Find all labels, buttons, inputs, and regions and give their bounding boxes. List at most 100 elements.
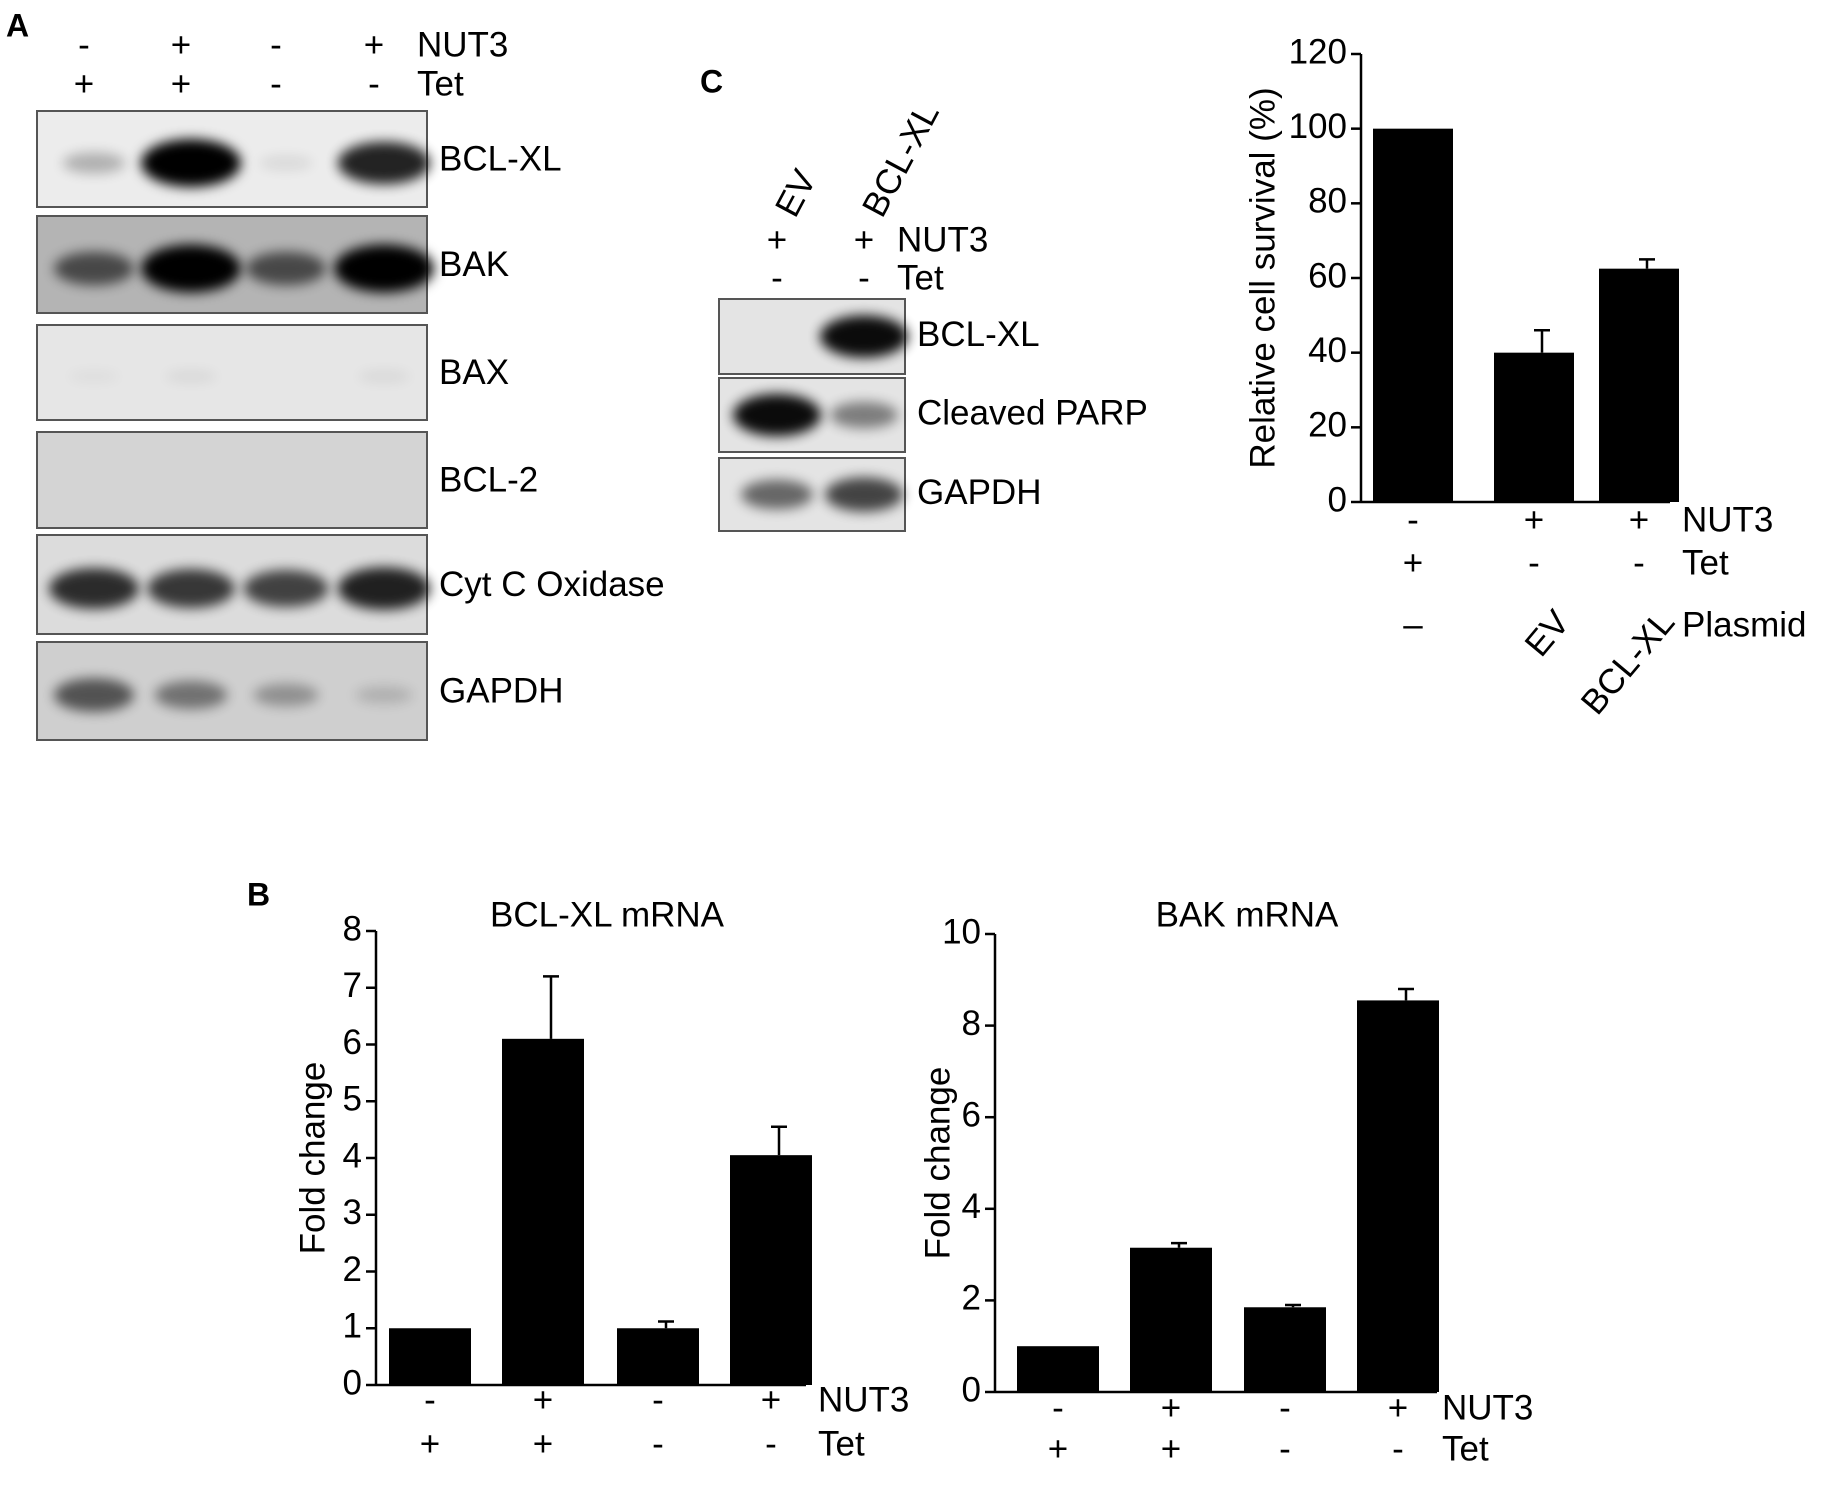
y-axis-label: Fold change: [293, 1062, 332, 1255]
condition-name: NUT3: [1682, 500, 1773, 539]
blot-band: [243, 569, 329, 608]
bar: [1373, 128, 1453, 502]
condition-label: +: [1629, 500, 1649, 539]
blot-band: [825, 477, 903, 512]
row-label: Tet: [417, 64, 464, 103]
lane-sign: -: [771, 258, 783, 297]
condition-label: -: [765, 1424, 777, 1463]
lane-sign: +: [364, 25, 384, 64]
band-label: BAX: [439, 353, 509, 392]
condition-label: -: [1279, 1429, 1291, 1468]
condition-label: +: [1403, 543, 1423, 582]
band-label: Cyt C Oxidase: [439, 565, 665, 604]
blot-band: [141, 244, 241, 293]
bar: [502, 1038, 584, 1385]
bar: [1357, 1000, 1439, 1392]
bar: [1017, 1346, 1099, 1392]
condition-label: +: [533, 1424, 553, 1463]
blot-band: [334, 244, 434, 293]
condition-label: BCL-XL: [1574, 603, 1683, 722]
y-tick-label: 8: [962, 1004, 981, 1043]
condition-label: -: [652, 1380, 664, 1419]
lane-sign: -: [270, 25, 282, 64]
condition-label: +: [420, 1424, 440, 1463]
blot-band: [154, 680, 228, 710]
condition-label: -: [1528, 543, 1540, 582]
condition-label: +: [1524, 500, 1544, 539]
error-bar: [543, 975, 559, 1039]
lane-sign: -: [270, 64, 282, 103]
blot-band: [337, 567, 431, 610]
row-label: NUT3: [417, 25, 508, 64]
y-tick-label: 8: [343, 909, 362, 948]
blot-band: [147, 569, 235, 608]
lane-sign: -: [368, 64, 380, 103]
blot-box: [36, 324, 428, 421]
condition-label: +: [533, 1380, 553, 1419]
lane-label: EV: [768, 163, 825, 223]
band-label: BCL-XL: [439, 139, 562, 178]
condition-name: NUT3: [818, 1380, 909, 1419]
y-tick-label: 0: [1328, 480, 1347, 519]
chart-title: BAK mRNA: [1156, 895, 1339, 934]
chart-title: BCL-XL mRNA: [490, 895, 725, 934]
bar: [1599, 268, 1679, 502]
lane-label: BCL-XL: [855, 97, 947, 224]
blot-band: [830, 401, 898, 429]
blot-band: [357, 369, 411, 384]
condition-label: -: [1052, 1388, 1064, 1427]
condition-label: -: [1407, 500, 1419, 539]
blot-band: [253, 683, 319, 707]
blot-band: [733, 393, 821, 437]
blot-band: [355, 686, 413, 704]
lane-sign: -: [858, 258, 870, 297]
blot-band: [820, 315, 908, 358]
band-label: BCL-2: [439, 460, 538, 499]
y-tick-label: 10: [942, 912, 981, 951]
panel-letter: A: [6, 7, 29, 43]
lane-sign: +: [171, 25, 191, 64]
blot-band: [246, 251, 326, 286]
lane-sign: -: [78, 25, 90, 64]
error-bar: [1639, 258, 1655, 269]
condition-label: -: [1279, 1388, 1291, 1427]
condition-name: Plasmid: [1682, 605, 1806, 644]
blot-band: [49, 568, 139, 609]
panel-letter: B: [247, 876, 270, 912]
band-label: BAK: [439, 245, 509, 284]
y-tick-label: 20: [1308, 406, 1347, 445]
band-label: BCL-XL: [917, 315, 1040, 354]
y-tick-label: 120: [1289, 32, 1347, 71]
y-axis-label: Relative cell survival (%): [1243, 87, 1282, 468]
error-bar: [1285, 1303, 1301, 1308]
condition-label: EV: [1517, 603, 1577, 664]
condition-label: +: [761, 1380, 781, 1419]
row-label: NUT3: [897, 220, 988, 259]
y-tick-label: 40: [1308, 331, 1347, 370]
condition-label: -: [424, 1380, 436, 1419]
condition-label: -: [1392, 1429, 1404, 1468]
error-bar: [771, 1125, 787, 1156]
y-tick-label: 100: [1289, 107, 1347, 146]
band-label: GAPDH: [439, 671, 563, 710]
y-tick-label: 6: [962, 1095, 981, 1134]
blot-band: [259, 155, 313, 171]
condition-name: Tet: [818, 1424, 865, 1463]
y-tick-label: 2: [343, 1250, 362, 1289]
bar: [389, 1328, 471, 1385]
bar: [617, 1328, 699, 1385]
error-bar: [1398, 987, 1414, 1001]
condition-label: –: [1403, 605, 1423, 644]
condition-name: NUT3: [1442, 1388, 1533, 1427]
y-tick-label: 6: [343, 1023, 362, 1062]
y-tick-label: 60: [1308, 256, 1347, 295]
y-tick-label: 3: [343, 1193, 362, 1232]
bar: [1244, 1307, 1326, 1392]
error-bar: [1171, 1241, 1187, 1248]
blot-band: [62, 152, 126, 174]
lane-sign: +: [74, 64, 94, 103]
y-tick-label: 1: [343, 1307, 362, 1346]
panel-letter: C: [700, 63, 723, 99]
y-tick-label: 0: [343, 1363, 362, 1402]
